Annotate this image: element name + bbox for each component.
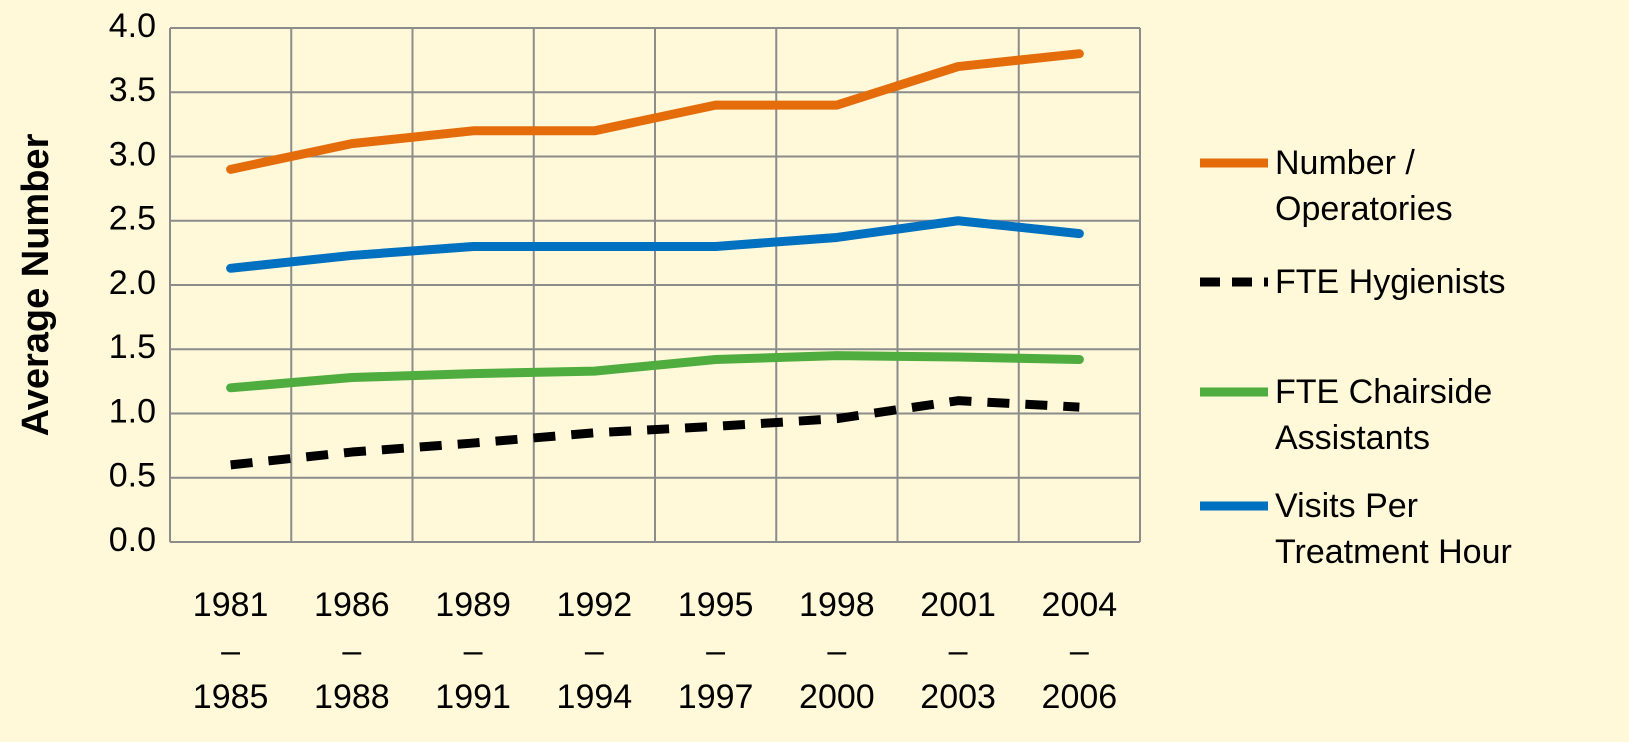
x-tick-label: 2004 – 2006 (1041, 586, 1118, 716)
y-tick-label: 3.5 (109, 71, 156, 109)
y-tick-label: 1.0 (109, 392, 156, 430)
x-tick-label: 1989 – 1991 (435, 586, 511, 716)
legend-label: FTE Chairside Assistants (1275, 373, 1493, 457)
y-tick-label: 4.0 (109, 7, 156, 45)
y-tick-label: 3.0 (109, 135, 156, 173)
series-line (226, 351, 1084, 393)
series-line (226, 216, 1084, 273)
x-tick-label: 1986 – 1988 (314, 586, 390, 716)
legend-label: FTE Hygienists (1275, 263, 1506, 301)
series-line (226, 49, 1084, 174)
y-tick-label: 0.5 (109, 457, 156, 495)
y-tick-label: 2.0 (109, 264, 156, 302)
x-tick-label: 1998 – 2000 (799, 586, 875, 716)
x-tick-label: 1995 – 1997 (677, 586, 754, 716)
x-tick-label: 1981 – 1985 (192, 586, 269, 716)
legend-label: Number / Operatories (1275, 144, 1453, 228)
series-line (230, 396, 1080, 470)
y-tick-label: 1.5 (109, 328, 156, 366)
y-tick-label: 0.0 (109, 521, 156, 559)
x-tick-label: 2001 – 2003 (920, 586, 996, 716)
y-tick-label: 2.5 (109, 200, 156, 238)
legend-label: Visits Per Treatment Hour (1275, 487, 1512, 571)
x-tick-label: 1992 – 1994 (556, 586, 633, 716)
y-axis-label: Average Number (15, 133, 57, 436)
